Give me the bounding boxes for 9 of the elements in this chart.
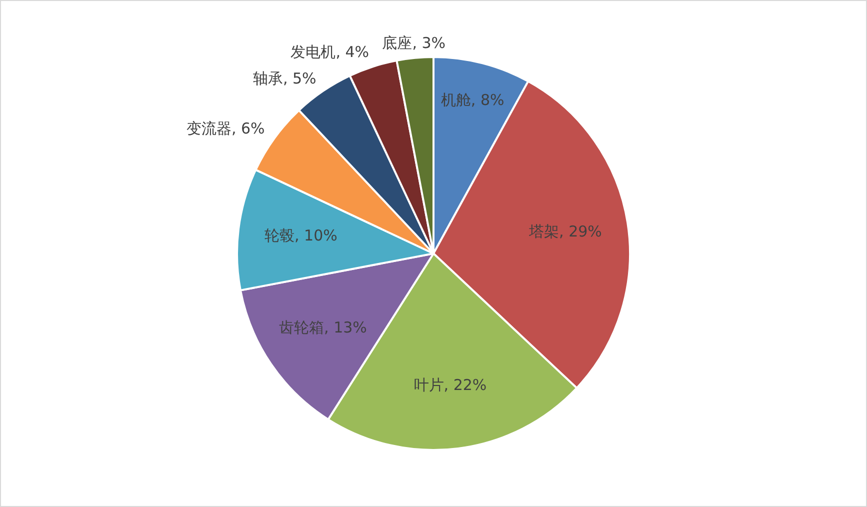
slice-label: 发电机, 4% [290, 43, 370, 62]
slice-label: 变流器, 6% [186, 120, 265, 138]
slice-label: 叶片, 22% [414, 376, 487, 394]
slice-label: 机舱, 8% [440, 91, 504, 110]
slice-label: 底座, 3% [382, 34, 446, 52]
slice-label: 齿轮箱, 13% [279, 318, 367, 336]
slice-label: 塔架, 29% [528, 222, 602, 240]
slice-label: 轴承, 5% [252, 69, 316, 88]
slice-label: 轮毂, 10% [264, 226, 338, 245]
